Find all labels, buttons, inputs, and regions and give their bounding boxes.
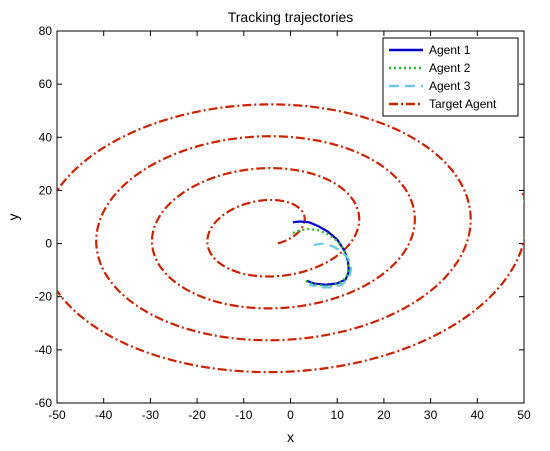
legend-label: Agent 1 — [429, 43, 471, 57]
axis-ticks: -50 -40 -30 -20 -10 0 10 20 30 40 50 -60 -40 -20 0 20 40… — [35, 24, 531, 422]
y-tick-label: 20 — [39, 183, 53, 197]
y-tick-label: -20 — [35, 290, 53, 304]
x-tick-label: -20 — [188, 408, 206, 422]
legend-label: Agent 3 — [429, 79, 471, 93]
series-layer — [57, 103, 524, 374]
y-tick-label: 0 — [45, 237, 52, 251]
y-tick-label: -40 — [35, 343, 53, 357]
x-tick-label: 0 — [287, 408, 294, 422]
y-tick-label: -60 — [35, 396, 53, 410]
y-axis-label: y — [5, 214, 21, 221]
x-tick-label: -50 — [48, 408, 66, 422]
y-tick-label: 40 — [39, 130, 53, 144]
x-tick-label: -40 — [95, 408, 113, 422]
legend: Agent 1 Agent 2 Agent 3 Target Agent — [382, 37, 519, 117]
series-line-agent-3 — [308, 242, 353, 289]
legend-label: Target Agent — [429, 97, 497, 111]
x-tick-label: 20 — [377, 408, 391, 422]
x-tick-label: 40 — [471, 408, 485, 422]
x-axis-label: x — [287, 429, 294, 445]
y-tick-label: 60 — [39, 77, 53, 91]
x-tick-label: 10 — [331, 408, 345, 422]
legend-label: Agent 2 — [429, 61, 471, 75]
x-tick-label: 50 — [517, 408, 531, 422]
series-line-target-agent — [57, 103, 524, 374]
x-tick-label: 30 — [424, 408, 438, 422]
series-line-agent-2 — [292, 227, 350, 288]
x-tick-label: -10 — [235, 408, 253, 422]
y-tick-label: 80 — [39, 24, 53, 38]
x-tick-label: -30 — [142, 408, 160, 422]
chart-title: Tracking trajectories — [228, 9, 354, 25]
